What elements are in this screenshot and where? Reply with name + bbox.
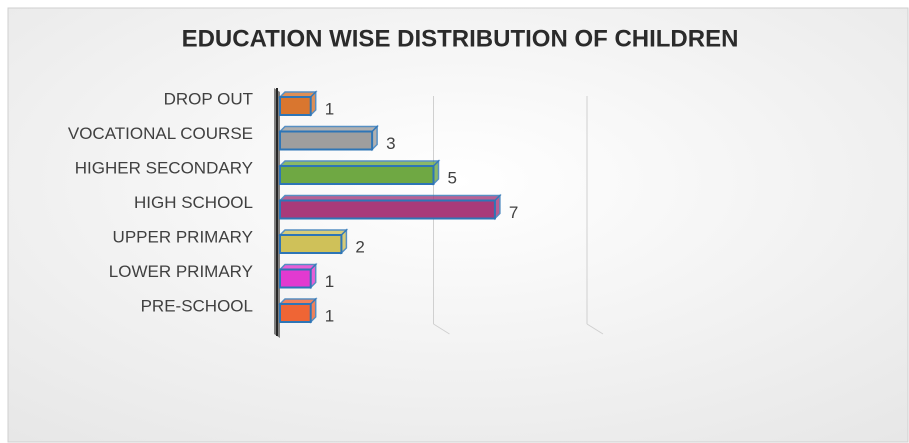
data-label: 1 bbox=[325, 306, 334, 325]
y-tick-label: HIGH SCHOOL bbox=[134, 193, 253, 212]
grid-line-depth bbox=[433, 323, 450, 335]
chart-title: EDUCATION WISE DISTRIBUTION OF CHILDREN bbox=[182, 25, 739, 52]
bar bbox=[279, 234, 343, 254]
data-label: 3 bbox=[386, 134, 395, 153]
bar bbox=[279, 96, 312, 116]
grid-line-depth bbox=[586, 323, 604, 335]
y-tick-label: LOWER PRIMARY bbox=[109, 262, 253, 281]
y-tick-label: VOCATIONAL COURSE bbox=[68, 124, 253, 143]
bar bbox=[279, 130, 374, 151]
data-label: 1 bbox=[325, 99, 334, 118]
data-label: 1 bbox=[325, 272, 334, 291]
bar bbox=[279, 199, 496, 220]
y-tick-label: HIGHER SECONDARY bbox=[75, 158, 253, 177]
data-label: 5 bbox=[448, 168, 457, 187]
y-tick-label: PRE-SCHOOL bbox=[141, 296, 253, 315]
bar bbox=[279, 165, 435, 185]
bar bbox=[279, 268, 312, 289]
data-label: 2 bbox=[355, 237, 364, 256]
chart-background bbox=[7, 7, 909, 443]
data-label: 7 bbox=[509, 203, 518, 222]
y-tick-label: DROP OUT bbox=[164, 89, 253, 108]
y-tick-label: UPPER PRIMARY bbox=[113, 227, 253, 246]
bar bbox=[279, 303, 312, 323]
